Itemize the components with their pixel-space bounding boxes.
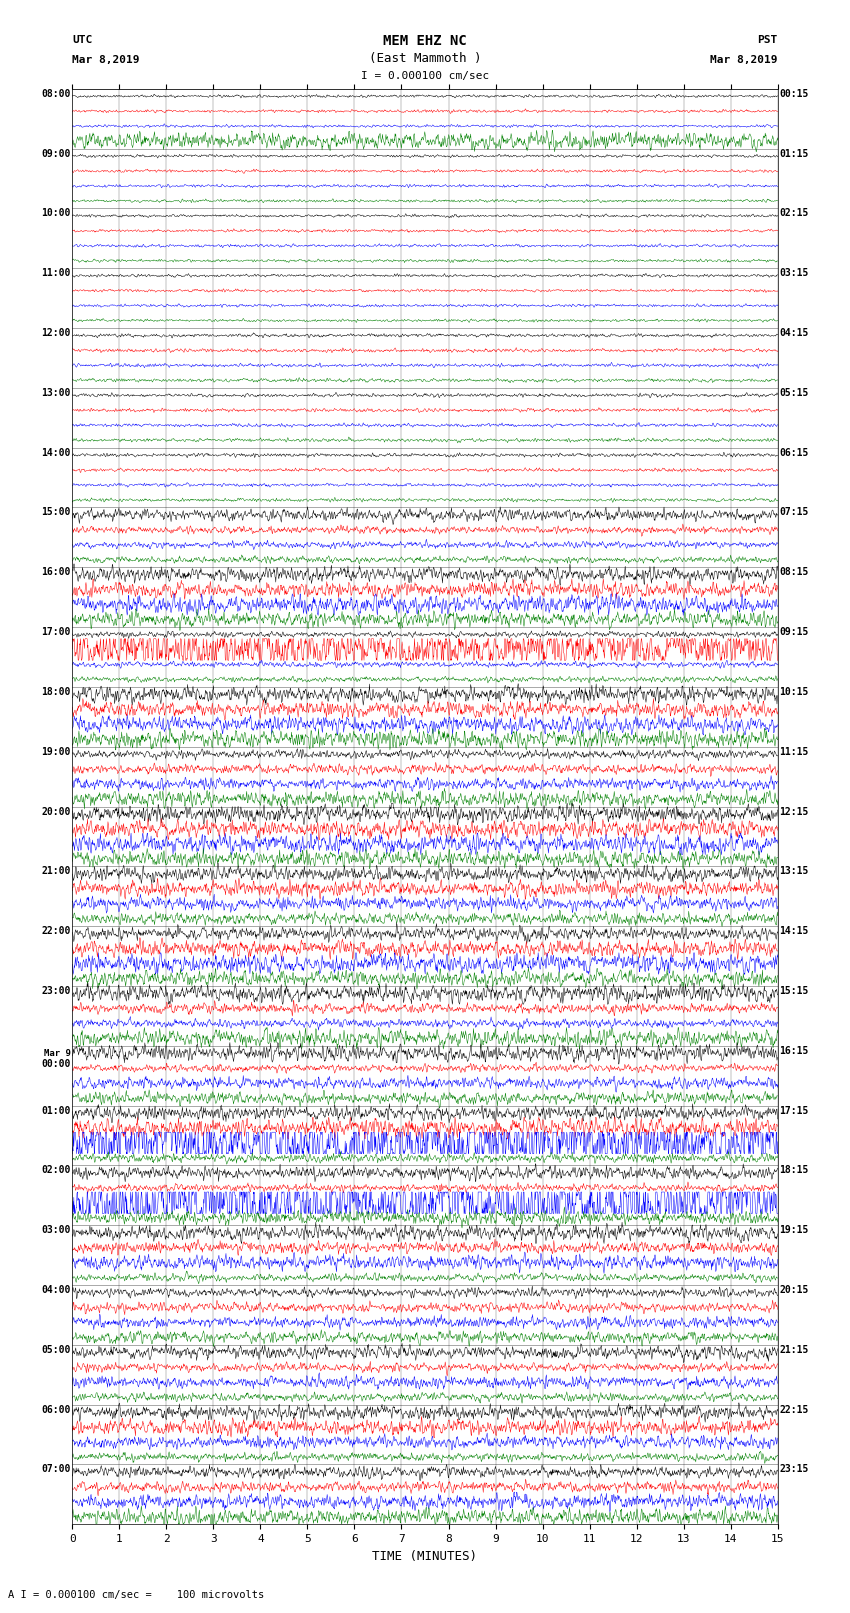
Text: 14:15: 14:15	[779, 926, 809, 936]
Text: Mar 8,2019: Mar 8,2019	[72, 55, 139, 65]
Text: 10:00: 10:00	[41, 208, 71, 218]
Text: 11:15: 11:15	[779, 747, 809, 756]
Text: 08:15: 08:15	[779, 568, 809, 577]
Text: 18:00: 18:00	[41, 687, 71, 697]
Text: 22:00: 22:00	[41, 926, 71, 936]
Text: (East Mammoth ): (East Mammoth )	[369, 52, 481, 65]
Text: 06:00: 06:00	[41, 1405, 71, 1415]
Text: 17:00: 17:00	[41, 627, 71, 637]
Text: Mar 9: Mar 9	[43, 1048, 71, 1058]
Text: 02:15: 02:15	[779, 208, 809, 218]
Text: PST: PST	[757, 35, 778, 45]
Text: 15:15: 15:15	[779, 986, 809, 995]
Text: 15:00: 15:00	[41, 508, 71, 518]
Text: MEM EHZ NC: MEM EHZ NC	[383, 34, 467, 48]
Text: 01:15: 01:15	[779, 148, 809, 158]
Text: 17:15: 17:15	[779, 1105, 809, 1116]
Text: 22:15: 22:15	[779, 1405, 809, 1415]
Text: I = 0.000100 cm/sec: I = 0.000100 cm/sec	[361, 71, 489, 81]
Text: 09:15: 09:15	[779, 627, 809, 637]
Text: 12:15: 12:15	[779, 806, 809, 816]
Text: 05:00: 05:00	[41, 1345, 71, 1355]
Text: 18:15: 18:15	[779, 1165, 809, 1176]
Text: 09:00: 09:00	[41, 148, 71, 158]
Text: 20:00: 20:00	[41, 806, 71, 816]
Text: 11:00: 11:00	[41, 268, 71, 277]
Text: 04:15: 04:15	[779, 327, 809, 339]
Text: UTC: UTC	[72, 35, 93, 45]
Text: 03:00: 03:00	[41, 1226, 71, 1236]
Text: 13:00: 13:00	[41, 387, 71, 398]
Text: 12:00: 12:00	[41, 327, 71, 339]
X-axis label: TIME (MINUTES): TIME (MINUTES)	[372, 1550, 478, 1563]
Text: 23:15: 23:15	[779, 1465, 809, 1474]
Text: 21:15: 21:15	[779, 1345, 809, 1355]
Text: 06:15: 06:15	[779, 447, 809, 458]
Text: 16:00: 16:00	[41, 568, 71, 577]
Text: 10:15: 10:15	[779, 687, 809, 697]
Text: 21:00: 21:00	[41, 866, 71, 876]
Text: 07:15: 07:15	[779, 508, 809, 518]
Text: 07:00: 07:00	[41, 1465, 71, 1474]
Text: 00:00: 00:00	[41, 1058, 71, 1069]
Text: 13:15: 13:15	[779, 866, 809, 876]
Text: 19:00: 19:00	[41, 747, 71, 756]
Text: 19:15: 19:15	[779, 1226, 809, 1236]
Text: 20:15: 20:15	[779, 1286, 809, 1295]
Text: 01:00: 01:00	[41, 1105, 71, 1116]
Text: 02:00: 02:00	[41, 1165, 71, 1176]
Text: 04:00: 04:00	[41, 1286, 71, 1295]
Text: Mar 8,2019: Mar 8,2019	[711, 55, 778, 65]
Text: 14:00: 14:00	[41, 447, 71, 458]
Text: 08:00: 08:00	[41, 89, 71, 98]
Text: 23:00: 23:00	[41, 986, 71, 995]
Text: 03:15: 03:15	[779, 268, 809, 277]
Text: A I = 0.000100 cm/sec =    100 microvolts: A I = 0.000100 cm/sec = 100 microvolts	[8, 1590, 264, 1600]
Text: 00:15: 00:15	[779, 89, 809, 98]
Text: 16:15: 16:15	[779, 1045, 809, 1057]
Text: 05:15: 05:15	[779, 387, 809, 398]
